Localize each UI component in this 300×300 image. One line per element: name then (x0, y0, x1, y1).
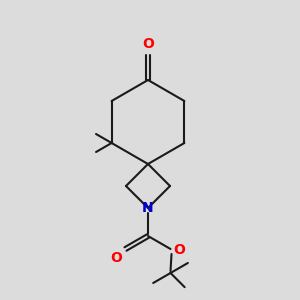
Text: N: N (142, 201, 154, 215)
Text: O: O (173, 243, 185, 257)
Text: O: O (142, 37, 154, 51)
Text: O: O (111, 251, 122, 265)
